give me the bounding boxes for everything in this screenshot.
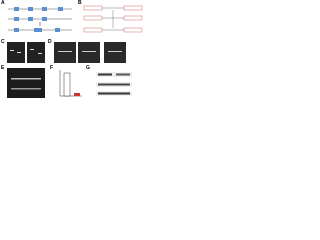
gel xyxy=(7,68,45,98)
gel xyxy=(104,42,126,63)
band xyxy=(116,73,130,76)
exon xyxy=(28,7,33,11)
band xyxy=(10,50,14,51)
gel xyxy=(7,42,25,63)
box xyxy=(83,27,103,33)
panel-label: G xyxy=(86,65,90,71)
band xyxy=(11,88,41,90)
panel-e: E xyxy=(1,65,45,98)
exon xyxy=(14,17,19,21)
exon xyxy=(14,7,19,11)
band xyxy=(98,73,112,76)
panel-label: E xyxy=(1,65,5,71)
band xyxy=(38,53,42,54)
band xyxy=(82,51,96,52)
band xyxy=(98,92,130,95)
blot xyxy=(96,72,132,77)
panel-label: A xyxy=(1,0,5,6)
box xyxy=(123,15,143,21)
band xyxy=(108,51,122,52)
exon xyxy=(14,28,19,32)
panel-label: C xyxy=(1,39,5,45)
gel xyxy=(78,42,100,63)
exon xyxy=(58,7,63,11)
panel-label: D xyxy=(48,39,52,45)
connector xyxy=(102,7,124,31)
exon xyxy=(42,7,47,11)
panel-label: F xyxy=(50,65,53,71)
band xyxy=(11,78,41,80)
gel xyxy=(27,42,45,63)
gel xyxy=(54,42,76,63)
panel-g: G xyxy=(86,65,132,96)
panel-b: B xyxy=(78,0,143,33)
band xyxy=(58,51,72,52)
panel-label: B xyxy=(78,0,82,6)
panel-f: F xyxy=(50,65,82,97)
exon xyxy=(34,28,42,32)
panel-c: C xyxy=(1,39,45,63)
bar xyxy=(63,72,71,97)
band xyxy=(30,49,34,50)
box xyxy=(83,15,103,21)
band xyxy=(98,83,130,86)
box xyxy=(123,27,143,33)
panel-a: A xyxy=(1,0,72,32)
panel-d: D xyxy=(48,39,126,63)
figure: A B C D xyxy=(1,0,143,98)
band xyxy=(17,52,21,53)
exon xyxy=(42,17,47,21)
box xyxy=(123,5,143,11)
bar xyxy=(74,93,80,96)
exon xyxy=(28,17,33,21)
box xyxy=(83,5,103,11)
exon xyxy=(55,28,60,32)
